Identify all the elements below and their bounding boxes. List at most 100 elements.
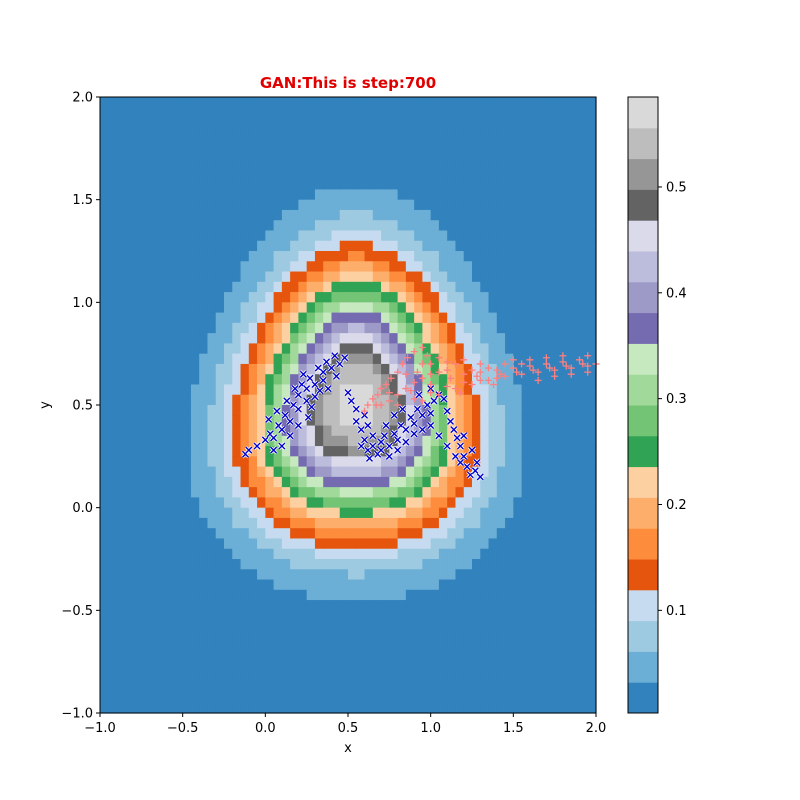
heat-cell: [554, 466, 564, 478]
heat-cell: [215, 138, 225, 149]
heat-cell: [174, 415, 184, 427]
heat-cell: [116, 466, 126, 478]
generated-sample-point: [476, 376, 484, 384]
heat-cell: [397, 107, 407, 119]
heat-cell: [323, 682, 333, 694]
heat-cell: [190, 158, 200, 170]
heat-cell: [248, 148, 258, 160]
heat-cell: [281, 230, 291, 242]
heat-cell: [447, 600, 457, 611]
heat-cell: [405, 702, 415, 714]
heat-cell: [455, 374, 465, 386]
heat-cell: [157, 117, 167, 129]
heat-cell: [331, 271, 341, 283]
heat-cell: [488, 240, 498, 252]
heat-cell: [199, 343, 209, 355]
heat-cell: [554, 281, 564, 293]
colorbar-segment: [628, 127, 658, 160]
heat-cell: [546, 641, 556, 652]
heat-cell: [149, 682, 159, 694]
heat-cell: [414, 559, 423, 570]
heat-cell: [215, 702, 225, 714]
heat-cell: [529, 353, 539, 365]
heat-cell: [422, 610, 432, 622]
heat-cell: [116, 240, 126, 252]
heat-cell: [273, 415, 283, 427]
heat-cell: [166, 312, 175, 324]
heat-cell: [455, 363, 465, 375]
heat-cell: [290, 456, 299, 468]
heat-cell: [323, 569, 333, 581]
heat-cell: [290, 127, 299, 139]
heat-cell: [422, 281, 432, 293]
heat-cell: [248, 127, 258, 139]
heat-cell: [455, 579, 465, 591]
heat-cell: [372, 641, 382, 652]
heat-cell: [397, 517, 407, 529]
heat-cell: [538, 230, 547, 242]
heat-cell: [240, 322, 250, 334]
heat-cell: [405, 692, 415, 704]
heat-cell: [538, 353, 547, 365]
heat-cell: [199, 384, 209, 396]
heat-cell: [182, 569, 192, 581]
heat-cell: [149, 117, 159, 129]
heat-cell: [364, 199, 374, 211]
heat-cell: [124, 251, 134, 262]
heat-cell: [232, 569, 242, 581]
heat-cell: [207, 363, 217, 375]
heat-cell: [496, 374, 506, 386]
heat-cell: [372, 384, 382, 396]
heat-cell: [331, 528, 341, 540]
heat-cell: [199, 322, 209, 334]
real-sample-point: [302, 384, 311, 393]
real-sample-point: [390, 411, 399, 420]
heat-cell: [447, 579, 457, 591]
heat-cell: [521, 682, 531, 694]
heat-cell: [397, 179, 407, 190]
heat-cell: [554, 548, 564, 560]
heat-cell: [579, 661, 589, 673]
heat-cell: [149, 138, 159, 149]
heat-cell: [447, 374, 457, 386]
heat-cell: [306, 107, 316, 119]
real-sample-point: [401, 437, 410, 447]
heat-cell: [331, 384, 341, 396]
heat-cell: [182, 641, 192, 652]
heat-cell: [571, 117, 581, 129]
heat-cell: [100, 127, 109, 139]
heat-cell: [455, 692, 465, 704]
heat-cell: [348, 240, 357, 252]
heat-cell: [496, 322, 506, 334]
heat-cell: [215, 189, 225, 201]
heat-cell: [538, 589, 547, 601]
heat-cell: [339, 281, 349, 293]
heat-cell: [174, 600, 184, 611]
heat-cell: [190, 251, 200, 262]
heat-cell: [306, 158, 316, 170]
heat-cell: [447, 292, 457, 303]
heat-cell: [381, 405, 390, 416]
heat-cell: [463, 353, 473, 365]
heat-cell: [124, 261, 134, 273]
heat-cell: [480, 692, 490, 704]
heat-cell: [422, 107, 432, 119]
heat-cell: [240, 127, 250, 139]
heat-cell: [273, 261, 283, 273]
heat-cell: [215, 117, 225, 129]
heat-cell: [447, 538, 457, 550]
real-sample-point: [281, 411, 290, 420]
heat-cell: [356, 374, 366, 386]
heat-cell: [579, 538, 589, 550]
heat-cell: [438, 374, 448, 386]
heat-cell: [199, 261, 209, 273]
heat-cell: [587, 209, 597, 221]
heat-cell: [381, 148, 390, 160]
heat-cell: [562, 425, 572, 437]
heat-cell: [273, 425, 283, 437]
heat-cell: [149, 261, 159, 273]
real-sample-point: [410, 419, 419, 428]
heat-cell: [240, 538, 250, 550]
heat-cell: [199, 158, 209, 170]
heat-cell: [306, 579, 316, 591]
